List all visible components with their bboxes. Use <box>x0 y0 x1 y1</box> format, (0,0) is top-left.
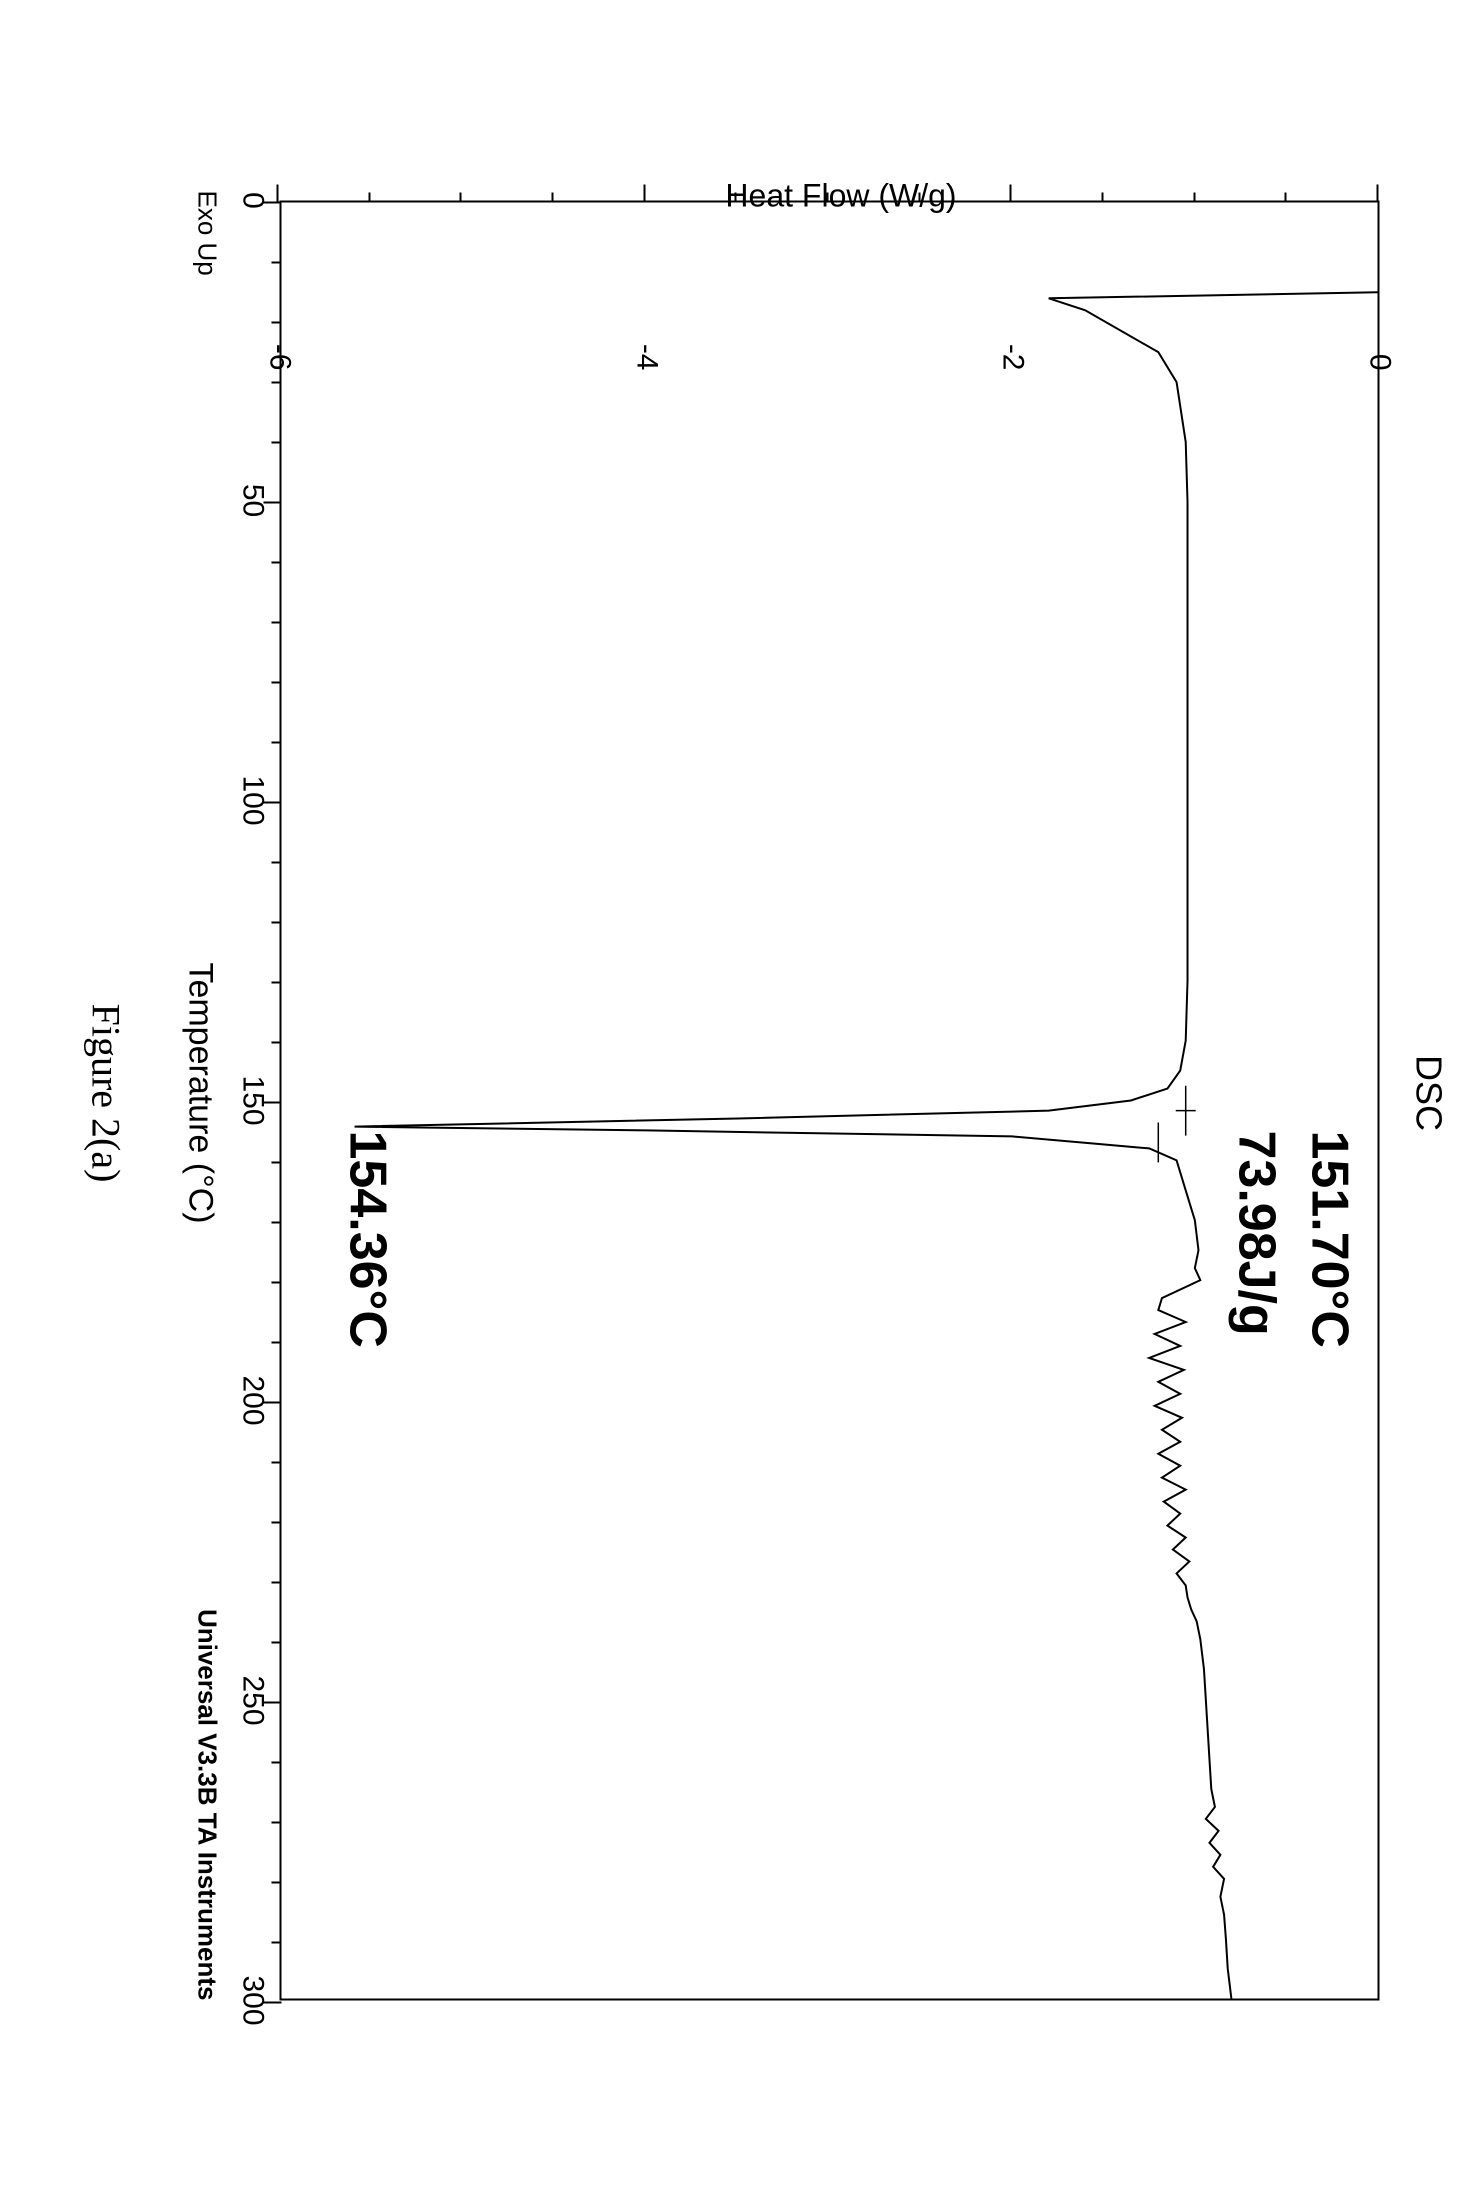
y-tick-label: -4 <box>629 343 663 370</box>
x-tick-minor <box>271 441 281 443</box>
x-tick-label: 0 <box>235 192 269 209</box>
y-tick <box>1009 184 1011 202</box>
x-tick-label: 250 <box>235 1675 269 1725</box>
y-tick-label: -2 <box>995 343 1029 370</box>
x-tick-minor <box>271 1881 281 1883</box>
figure-caption: Figure 2(a) <box>82 1003 129 1182</box>
x-tick-minor <box>271 1461 281 1463</box>
x-tick-minor <box>271 741 281 743</box>
x-tick-minor <box>271 1161 281 1163</box>
y-axis-label: Heat Flow (W/g) <box>725 177 956 214</box>
y-tick-minor <box>459 192 461 202</box>
x-tick-minor <box>271 1281 281 1283</box>
exo-direction-label: Exo Up <box>191 190 222 275</box>
y-tick-minor <box>1101 192 1103 202</box>
x-tick-minor <box>271 681 281 683</box>
y-tick <box>643 184 645 202</box>
x-tick-minor <box>271 1041 281 1043</box>
chart-title: DSC <box>1407 1054 1449 1130</box>
dsc-curve <box>281 202 1377 1998</box>
y-tick <box>1376 184 1378 202</box>
x-tick-label: 300 <box>235 1975 269 2025</box>
x-tick-minor <box>271 261 281 263</box>
x-tick-minor <box>271 1221 281 1223</box>
x-tick-minor <box>271 981 281 983</box>
x-tick-label: 200 <box>235 1375 269 1425</box>
y-tick-minor <box>1193 192 1195 202</box>
x-axis-label: Temperature (°C) <box>180 962 219 1223</box>
x-tick-minor <box>271 1341 281 1343</box>
x-tick-minor <box>271 921 281 923</box>
x-tick-minor <box>271 1761 281 1763</box>
x-tick-label: 150 <box>235 1075 269 1125</box>
x-tick-minor <box>271 561 281 563</box>
x-tick-minor <box>271 1521 281 1523</box>
x-tick-minor <box>271 1581 281 1583</box>
x-tick-minor <box>271 1641 281 1643</box>
x-tick-minor <box>271 861 281 863</box>
x-tick-minor <box>271 1941 281 1943</box>
y-tick-minor <box>551 192 553 202</box>
y-tick-label: 0 <box>1362 353 1396 370</box>
y-tick-minor <box>368 192 370 202</box>
annotation-label: 151.70°C <box>1299 1130 1359 1347</box>
rotated-chart-container: DSC 0 -2 -4 -6 0 50 100 150 200 250 300 Heat Flow… <box>0 0 1479 2185</box>
annotation-label: 73.98J/g <box>1226 1130 1286 1335</box>
x-tick-label: 100 <box>235 775 269 825</box>
y-tick-label: -6 <box>262 343 296 370</box>
x-tick-label: 50 <box>235 483 269 516</box>
x-tick-minor <box>271 1821 281 1823</box>
software-version-label: Universal V3.3B TA Instruments <box>191 1608 222 2000</box>
x-tick-minor <box>271 381 281 383</box>
x-tick-minor <box>271 621 281 623</box>
y-tick <box>276 184 278 202</box>
annotation-label: 154.36°C <box>337 1130 397 1347</box>
y-tick-minor <box>1284 192 1286 202</box>
plot-area <box>279 200 1379 2000</box>
x-tick-minor <box>271 321 281 323</box>
